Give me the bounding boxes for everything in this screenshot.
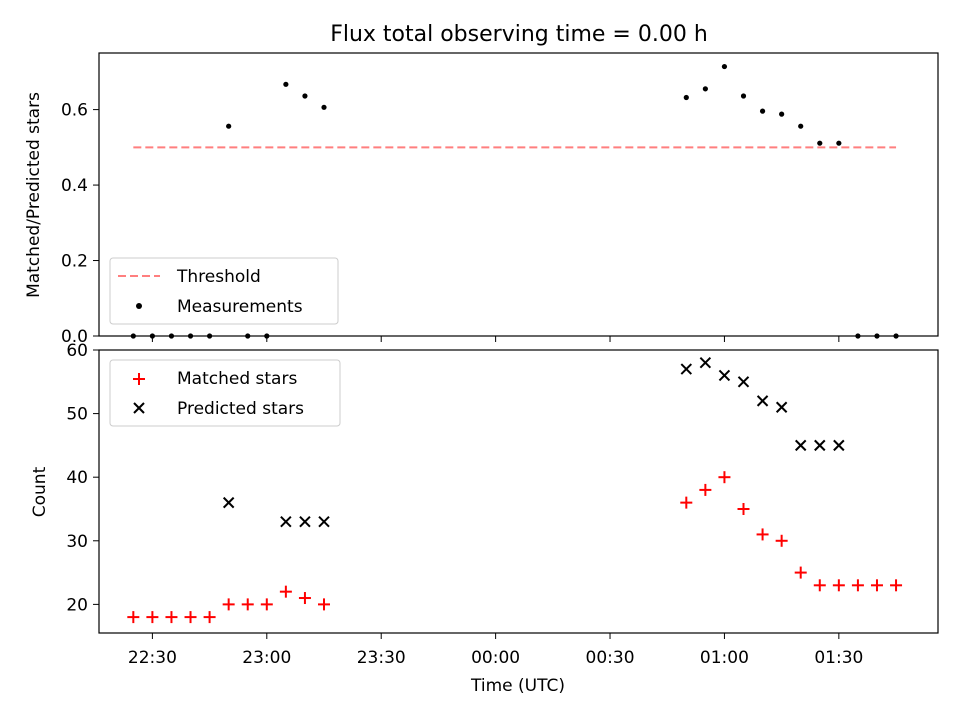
predicted-star-point-5 — [699, 357, 712, 369]
measurement-point-8 — [283, 81, 289, 87]
bottom-y-tick-label: 20 — [66, 595, 88, 615]
x-tick-label: 01:30 — [814, 648, 863, 668]
measurement-point-12 — [702, 86, 708, 92]
measurement-point-5 — [226, 123, 232, 129]
predicted-star-point-11 — [814, 439, 826, 452]
predicted-star-point-3 — [318, 516, 330, 528]
matched-star-point-1 — [146, 611, 159, 624]
predicted-star-point-7 — [737, 376, 750, 388]
top-y-axis-label: Matched/Predicted stars — [24, 92, 44, 298]
matched-star-point-20 — [851, 579, 864, 592]
matched-star-point-10 — [318, 598, 331, 611]
legend-measurements-swatch — [136, 303, 142, 309]
measurement-point-18 — [817, 140, 823, 146]
top-y-axis: 0.0 0.2 0.4 0.6 — [61, 101, 99, 347]
measurement-point-10 — [321, 104, 327, 110]
predicted-star-point-1 — [280, 516, 292, 528]
matched-star-point-22 — [890, 579, 903, 592]
x-tick-label: 00:00 — [471, 648, 520, 668]
x-axis-label: Time (UTC) — [470, 676, 565, 696]
bottom-legend-box — [109, 359, 341, 427]
top-y-tick-label: 0.4 — [61, 176, 88, 196]
top-legend-box — [109, 257, 339, 325]
measurement-point-14 — [740, 93, 747, 99]
chart-title: Flux total observing time = 0.00 h — [330, 22, 708, 47]
measurement-point-15 — [759, 108, 766, 114]
legend-predicted-label: Predicted stars — [177, 399, 304, 419]
matched-star-point-0 — [127, 611, 140, 624]
predicted-star-point-2 — [299, 516, 311, 528]
matched-star-point-2 — [165, 611, 178, 624]
predicted-star-point-6 — [718, 369, 731, 382]
bottom-y-tick-label: 50 — [66, 405, 88, 425]
top-x-ticks — [151, 336, 840, 342]
matched-star-point-6 — [241, 598, 254, 611]
matched-star-point-12 — [699, 483, 712, 496]
x-tick-label: 23:00 — [242, 648, 291, 668]
legend-measurements-label: Measurements — [177, 297, 303, 317]
matched-star-point-3 — [184, 611, 197, 624]
matched-star-point-9 — [298, 592, 311, 605]
bottom-y-tick-label: 60 — [66, 341, 88, 361]
matched-star-point-18 — [813, 579, 826, 592]
matched-star-point-19 — [832, 579, 845, 592]
top-axes-frame — [98, 52, 939, 337]
top-y-tick-label: 0.6 — [61, 101, 88, 121]
measurement-point-11 — [683, 94, 689, 101]
measurement-point-17 — [798, 123, 804, 129]
top-panel: 0.0 0.2 0.4 0.6 Matched/Predicted stars Thr… — [24, 52, 939, 347]
legend-predicted-swatch — [133, 402, 145, 414]
predicted-star-point-12 — [833, 439, 845, 452]
matched-star-point-11 — [680, 496, 693, 509]
x-tick-label: 23:30 — [357, 648, 406, 668]
bottom-panel: 20 30 40 50 60 22:30 23:00 23:30 00:00 00:30 01:0… — [30, 341, 939, 696]
matched-star-point-13 — [718, 471, 731, 484]
legend-threshold-label: Threshold — [176, 267, 261, 287]
bottom-y-tick-label: 30 — [66, 532, 88, 552]
measurement-point-13 — [721, 63, 728, 70]
measurement-point-16 — [779, 111, 785, 117]
legend-matched-label: Matched stars — [177, 369, 297, 389]
bottom-y-axis-label: Count — [30, 466, 50, 517]
measurement-point-19 — [836, 140, 842, 146]
measurement-point-9 — [302, 93, 308, 99]
matched-star-point-14 — [737, 502, 750, 515]
predicted-star-point-0 — [222, 496, 235, 509]
matched-star-point-7 — [260, 598, 273, 611]
predicted-star-point-10 — [795, 439, 807, 452]
legend-matched-swatch — [133, 373, 145, 385]
predicted-star-point-9 — [775, 401, 788, 413]
bottom-axes-frame — [98, 349, 939, 634]
matched-star-point-17 — [794, 566, 807, 579]
top-legend: Threshold Measurements — [109, 257, 339, 325]
x-tick-label: 01:00 — [700, 648, 749, 668]
matched-star-point-15 — [756, 528, 769, 541]
x-tick-label: 00:30 — [586, 648, 635, 668]
bottom-y-tick-label: 40 — [66, 468, 88, 488]
predicted-star-point-4 — [680, 363, 693, 375]
bottom-plot-marks — [127, 357, 903, 624]
matched-star-point-8 — [279, 585, 292, 598]
bottom-y-axis: 20 30 40 50 60 — [66, 341, 99, 615]
matched-star-point-16 — [775, 534, 788, 547]
predicted-star-point-8 — [756, 395, 769, 407]
bottom-x-axis: 22:30 23:00 23:30 00:00 00:30 01:00 01:30 — [128, 633, 863, 668]
matched-star-point-21 — [870, 579, 883, 592]
matched-star-point-4 — [203, 611, 216, 624]
matched-star-point-5 — [222, 598, 235, 611]
x-tick-label: 22:30 — [128, 648, 177, 668]
top-y-tick-label: 0.0 — [61, 327, 88, 347]
top-y-tick-label: 0.2 — [61, 252, 88, 272]
bottom-legend: Matched stars Predicted stars — [109, 359, 341, 427]
